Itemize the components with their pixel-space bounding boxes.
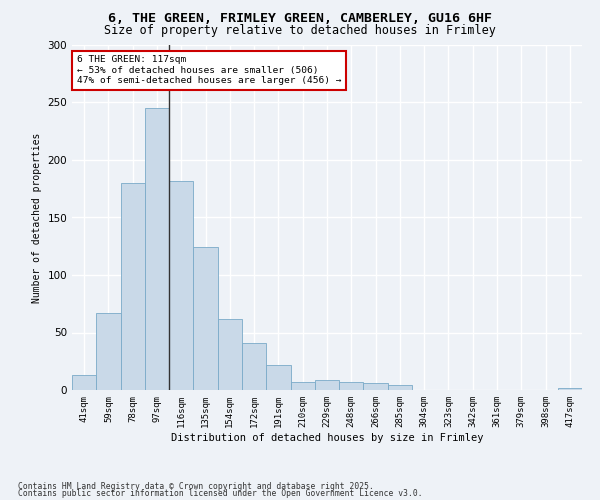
Bar bbox=[218, 318, 242, 390]
Bar bbox=[96, 313, 121, 390]
Bar bbox=[339, 382, 364, 390]
Bar bbox=[315, 380, 339, 390]
Bar bbox=[290, 382, 315, 390]
Text: Size of property relative to detached houses in Frimley: Size of property relative to detached ho… bbox=[104, 24, 496, 37]
Text: 6, THE GREEN, FRIMLEY GREEN, CAMBERLEY, GU16 6HF: 6, THE GREEN, FRIMLEY GREEN, CAMBERLEY, … bbox=[108, 12, 492, 26]
Bar bbox=[193, 248, 218, 390]
X-axis label: Distribution of detached houses by size in Frimley: Distribution of detached houses by size … bbox=[171, 432, 483, 442]
Bar bbox=[266, 364, 290, 390]
Text: Contains HM Land Registry data © Crown copyright and database right 2025.: Contains HM Land Registry data © Crown c… bbox=[18, 482, 374, 491]
Bar bbox=[388, 386, 412, 390]
Bar bbox=[242, 343, 266, 390]
Bar bbox=[558, 388, 582, 390]
Bar bbox=[121, 183, 145, 390]
Text: 6 THE GREEN: 117sqm
← 53% of detached houses are smaller (506)
47% of semi-detac: 6 THE GREEN: 117sqm ← 53% of detached ho… bbox=[77, 56, 341, 85]
Bar bbox=[72, 375, 96, 390]
Bar bbox=[145, 108, 169, 390]
Bar bbox=[169, 180, 193, 390]
Y-axis label: Number of detached properties: Number of detached properties bbox=[32, 132, 42, 302]
Text: Contains public sector information licensed under the Open Government Licence v3: Contains public sector information licen… bbox=[18, 490, 422, 498]
Bar bbox=[364, 383, 388, 390]
